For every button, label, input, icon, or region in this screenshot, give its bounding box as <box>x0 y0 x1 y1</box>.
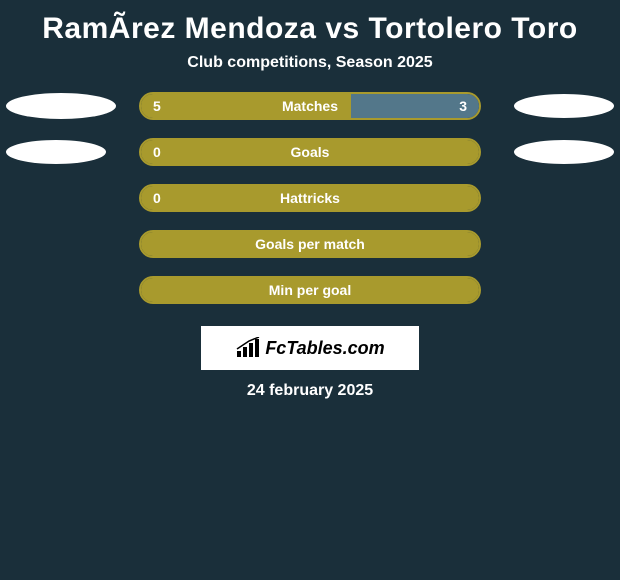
metric-bar: 0 Goals <box>139 138 481 166</box>
metric-label: Goals <box>291 144 330 160</box>
metric-label: Goals per match <box>255 236 365 252</box>
page-title: RamÃ­rez Mendoza vs Tortolero Toro <box>0 8 620 54</box>
value-right: 3 <box>459 98 467 114</box>
metric-row: Goals per match <box>0 230 620 258</box>
metric-label: Hattricks <box>280 190 340 206</box>
logo-chart-icon <box>235 337 261 359</box>
value-left: 5 <box>153 98 161 114</box>
metric-bar: 5 3 Matches <box>139 92 481 120</box>
player-left-marker <box>6 140 106 164</box>
metric-row: 0 Hattricks <box>0 184 620 212</box>
date-label: 24 february 2025 <box>0 370 620 400</box>
player-right-marker <box>514 94 614 118</box>
metric-bar: 0 Hattricks <box>139 184 481 212</box>
logo: FcTables.com <box>235 337 384 359</box>
player-right-marker <box>514 140 614 164</box>
metric-rows: 5 3 Matches 0 Goals 0 Hattricks Goals per match… <box>0 92 620 316</box>
comparison-panel: RamÃ­rez Mendoza vs Tortolero Toro Club … <box>0 0 620 400</box>
logo-box[interactable]: FcTables.com <box>201 326 419 370</box>
player-left-marker <box>6 93 116 119</box>
metric-row: 0 Goals <box>0 138 620 166</box>
metric-label: Min per goal <box>269 282 351 298</box>
metric-bar: Goals per match <box>139 230 481 258</box>
subtitle: Club competitions, Season 2025 <box>0 54 620 92</box>
metric-row: 5 3 Matches <box>0 92 620 120</box>
value-left: 0 <box>153 190 161 206</box>
metric-label: Matches <box>282 98 338 114</box>
value-left: 0 <box>153 144 161 160</box>
metric-row: Min per goal <box>0 276 620 304</box>
metric-bar: Min per goal <box>139 276 481 304</box>
logo-text: FcTables.com <box>265 338 384 359</box>
